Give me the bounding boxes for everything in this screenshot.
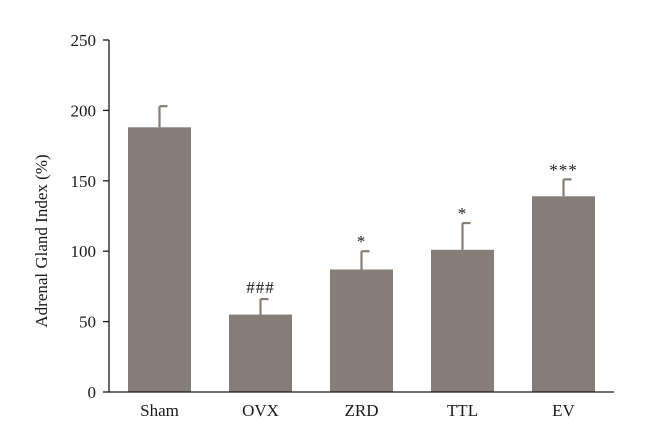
bars-layer: ###***** bbox=[128, 105, 595, 393]
significance-label-ovx: ### bbox=[246, 278, 275, 297]
x-tick-label-zrd: ZRD bbox=[345, 401, 379, 420]
bar-ovx bbox=[229, 314, 292, 392]
bar-ttl bbox=[431, 249, 494, 392]
y-axis-title: Adrenal Gland Index (%) bbox=[32, 154, 51, 327]
significance-label-zrd: * bbox=[357, 232, 367, 251]
x-tick-label-ev: EV bbox=[552, 401, 575, 420]
x-tick-label-ttl: TTL bbox=[447, 401, 478, 420]
y-tick-label: 150 bbox=[71, 172, 97, 191]
y-tick-label: 0 bbox=[88, 383, 97, 402]
x-tick-label-ovx: OVX bbox=[242, 401, 279, 420]
y-tick-label: 50 bbox=[79, 313, 96, 332]
axes-layer: 0 50 100 150 200 250 Sham OVX ZRD TTL EV bbox=[71, 31, 614, 420]
y-tick-label: 200 bbox=[71, 101, 97, 120]
significance-label-ttl: * bbox=[458, 204, 468, 223]
x-tick-label-sham: Sham bbox=[140, 401, 179, 420]
y-tick-label: 250 bbox=[71, 31, 97, 50]
bar-sham bbox=[128, 127, 191, 393]
bar-zrd bbox=[330, 269, 393, 392]
significance-label-ev: *** bbox=[549, 160, 578, 179]
y-tick-label: 100 bbox=[71, 242, 97, 261]
bar-ev bbox=[532, 196, 595, 392]
